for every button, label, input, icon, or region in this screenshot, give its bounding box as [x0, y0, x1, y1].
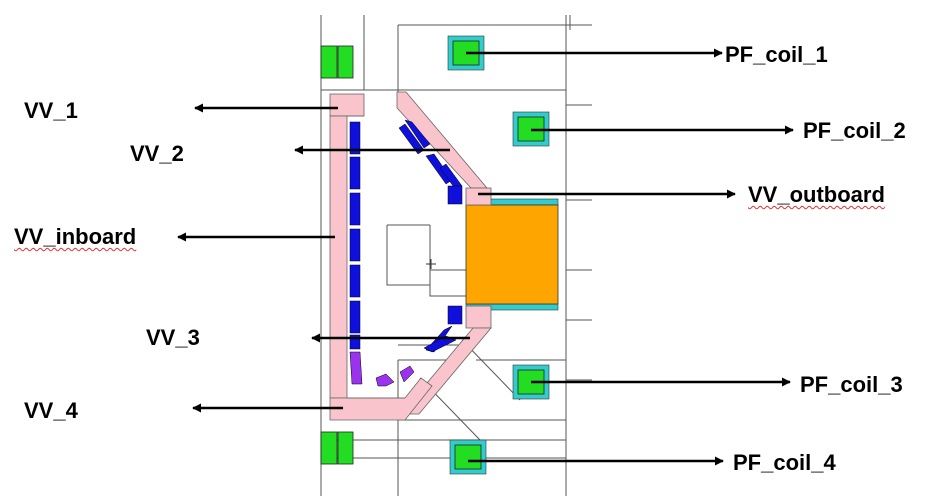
label-vv-2: VV_2 — [130, 141, 184, 166]
central-solenoid-upper-left — [320, 45, 338, 79]
vv-1-segment — [329, 93, 365, 117]
inboard-tile — [349, 121, 361, 155]
divertor-dome — [375, 373, 395, 387]
label-vv-3: VV_3 — [146, 325, 200, 350]
divertor-inner-plate — [349, 351, 363, 385]
vv-inboard-segment — [329, 115, 348, 399]
plasma-center-crosshair — [426, 259, 436, 269]
inboard-tile — [349, 300, 361, 334]
inboard-tile — [349, 228, 361, 262]
vv-outboard-lower-segment — [465, 305, 492, 329]
label-vv-4: VV_4 — [24, 398, 78, 423]
label-vv-outboard: VV_outboard — [748, 182, 885, 207]
vacuum-vessel — [329, 91, 492, 421]
inboard-tile — [349, 156, 361, 190]
label-vv-1: VV_1 — [24, 98, 78, 123]
label-pf-coil-2: PF_coil_2 — [803, 118, 906, 143]
inboard-tile — [349, 264, 361, 298]
outboard-tile — [447, 185, 463, 205]
label-pf-coil-1: PF_coil_1 — [725, 42, 828, 67]
outboard-tile — [404, 119, 431, 149]
structure-lines — [320, 15, 592, 496]
inboard-tile — [349, 192, 361, 226]
central-solenoid-upper-right — [337, 45, 354, 79]
label-pf-coil-4: PF_coil_4 — [733, 450, 836, 475]
inboard-tile — [349, 334, 361, 350]
leader-arrows — [177, 48, 794, 466]
central-solenoid-lower-left — [320, 431, 338, 465]
first-wall-tiles — [349, 119, 463, 353]
blanket-block — [465, 204, 559, 305]
divertor — [349, 351, 415, 387]
label-pf-coil-3: PF_coil_3 — [800, 372, 903, 397]
outboard-tile — [447, 305, 463, 325]
pf-coil-4 — [454, 444, 482, 470]
vv-outboard-segment — [465, 187, 492, 206]
plasma-reference-box — [386, 224, 466, 297]
divertor-outer-plate — [399, 365, 415, 383]
label-vv-inboard: VV_inboard — [14, 224, 137, 249]
central-solenoid-lower-right — [337, 431, 354, 465]
